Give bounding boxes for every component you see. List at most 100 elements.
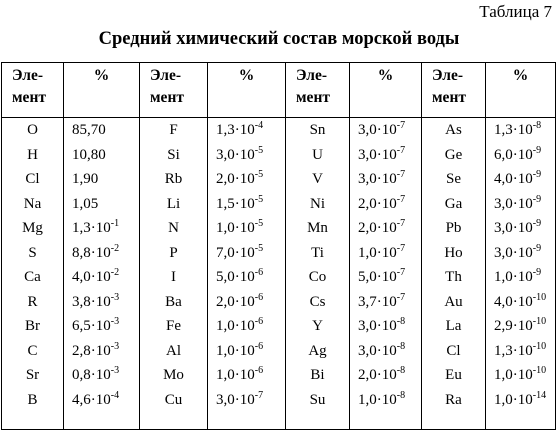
- element-symbol: Al: [166, 342, 181, 359]
- percent-value: 1,0·10-7: [350, 241, 421, 266]
- percent-value: 2,0·10-7: [350, 216, 421, 241]
- element-symbol: H: [27, 146, 38, 163]
- element-symbol: Se: [446, 171, 461, 187]
- percent-column-3: 3,0·10-7 3,0·10-7 3,0·10-7 2,0·10-7 2,0·10-7…: [349, 117, 422, 430]
- percent-value: 1,3·10-10: [486, 339, 555, 364]
- header-element-2: Эле-мент: [139, 62, 208, 118]
- element-symbol: Cu: [164, 391, 183, 408]
- percent-exponent: -10: [532, 291, 547, 303]
- percent-mantissa: 1,0·10: [216, 220, 255, 236]
- percent-column-2: 1,3·10-4 3,0·10-5 2,0·10-5 1,5·10-5 1,0·10-5…: [207, 117, 286, 430]
- percent-mantissa: 3,0·10: [358, 342, 397, 359]
- percent-value: 6,5·10-3: [64, 314, 139, 339]
- header-percent-4: %: [485, 62, 556, 118]
- element-symbol: Ra: [445, 391, 462, 408]
- percent-value: 1,0·10-6: [208, 339, 285, 364]
- percent-mantissa: 2,0·10: [358, 195, 397, 212]
- percent-exponent: -9: [532, 218, 542, 229]
- percent-value: 3,0·10-9: [486, 216, 555, 241]
- element-symbol: N: [168, 220, 179, 236]
- percent-value: 3,0·10-8: [350, 314, 421, 339]
- element-symbol: Ho: [444, 244, 463, 261]
- percent-mantissa: 3,7·10: [358, 293, 397, 310]
- element-column-3: Sn U V Ni Mn Ti Co Cs Y Ag Bi Su: [285, 117, 350, 430]
- element-symbol: I: [171, 269, 176, 285]
- percent-value: 3,8·10-3: [64, 290, 139, 315]
- percent-exponent: -3: [110, 365, 120, 376]
- composition-table: Эле-мент % Эле-мент % Эле-мент % Эле-мен…: [1, 62, 556, 430]
- percent-mantissa: 1,0·10: [494, 269, 533, 285]
- percent-mantissa: 2,0·10: [216, 293, 255, 310]
- percent-value: 1,0·10-8: [350, 388, 421, 413]
- percent-exponent: -7: [396, 144, 406, 156]
- percent-exponent: -7: [396, 291, 406, 303]
- percent-mantissa: 4,0·10: [72, 269, 111, 285]
- percent-exponent: -9: [532, 144, 542, 156]
- percent-mantissa: 1,3·10: [494, 342, 533, 359]
- percent-exponent: -6: [254, 267, 264, 278]
- element-symbol: Ga: [444, 195, 463, 212]
- element-symbol: Pb: [445, 220, 462, 236]
- element-symbol: Su: [309, 391, 326, 408]
- percent-mantissa: 1,3·10: [494, 122, 533, 138]
- element-symbol: La: [445, 318, 462, 334]
- percent-value: 3,0·10-7: [350, 167, 421, 192]
- percent-mantissa: 3,0·10: [358, 171, 397, 187]
- element-symbol: Cl: [446, 342, 461, 359]
- percent-mantissa: 3,0·10: [358, 122, 397, 138]
- body-row: O H Cl Na Mg S Ca R Br C Sr B 85,70 10,80 1,90 1,05 1,3…: [1, 117, 556, 430]
- percent-value: 1,0·10-10: [486, 363, 555, 388]
- percent-mantissa: 5,0·10: [216, 269, 255, 285]
- percent-value: 1,0·10-6: [208, 314, 285, 339]
- element-symbol: Ag: [308, 342, 327, 359]
- header-element-1: Эле-мент: [1, 62, 64, 118]
- element-symbol: Ge: [444, 146, 463, 163]
- percent-mantissa: 85,70: [72, 122, 106, 138]
- percent-value: 6,0·10-9: [486, 143, 555, 168]
- percent-exponent: -4: [110, 389, 120, 401]
- percent-exponent: -6: [254, 340, 264, 352]
- percent-mantissa: 2,0·10: [216, 171, 255, 187]
- percent-value: 2,0·10-5: [208, 167, 285, 192]
- percent-value: 1,0·10-9: [486, 265, 555, 290]
- percent-mantissa: 4,0·10: [494, 171, 533, 187]
- percent-exponent: -8: [396, 316, 406, 327]
- percent-exponent: -3: [110, 316, 120, 327]
- percent-exponent: -3: [110, 340, 120, 352]
- element-symbol: V: [312, 171, 323, 187]
- percent-mantissa: 2,8·10: [72, 342, 111, 359]
- percent-value: 1,90: [64, 167, 139, 192]
- percent-mantissa: 4,6·10: [72, 391, 111, 408]
- percent-value: 4,0·10-10: [486, 290, 555, 315]
- element-symbol: S: [28, 244, 37, 261]
- element-column-1: O H Cl Na Mg S Ca R Br C Sr B: [1, 117, 64, 430]
- element-symbol: U: [312, 146, 323, 163]
- element-symbol: Y: [312, 318, 323, 334]
- percent-mantissa: 1,3·10: [72, 220, 111, 236]
- percent-exponent: -8: [396, 389, 406, 401]
- percent-value: 3,7·10-7: [350, 290, 421, 315]
- percent-exponent: -7: [396, 169, 406, 180]
- percent-mantissa: 6,5·10: [72, 318, 111, 334]
- percent-value: 0,8·10-3: [64, 363, 139, 388]
- element-symbol: Sr: [25, 367, 40, 383]
- percent-value: 2,0·10-6: [208, 290, 285, 315]
- percent-exponent: -7: [396, 193, 406, 205]
- percent-exponent: -3: [110, 291, 120, 303]
- header-percent-2: %: [207, 62, 286, 118]
- percent-mantissa: 10,80: [72, 146, 106, 163]
- header-element-3: Эле-мент: [285, 62, 350, 118]
- percent-exponent: -1: [110, 218, 120, 229]
- percent-exponent: -6: [254, 365, 264, 376]
- percent-mantissa: 1,0·10: [216, 318, 255, 334]
- percent-value: 2,0·10-7: [350, 192, 421, 217]
- percent-mantissa: 1,0·10: [494, 391, 533, 408]
- element-column-4: As Ge Se Ga Pb Ho Th Au La Cl Eu Ra: [421, 117, 486, 430]
- percent-value: 3,0·10-9: [486, 241, 555, 266]
- percent-value: 5,0·10-7: [350, 265, 421, 290]
- element-symbol: Au: [444, 293, 463, 310]
- percent-value: 2,0·10-8: [350, 363, 421, 388]
- percent-mantissa: 6,0·10: [494, 146, 533, 163]
- percent-value: 10,80: [64, 143, 139, 168]
- percent-mantissa: 1,0·10: [358, 391, 397, 408]
